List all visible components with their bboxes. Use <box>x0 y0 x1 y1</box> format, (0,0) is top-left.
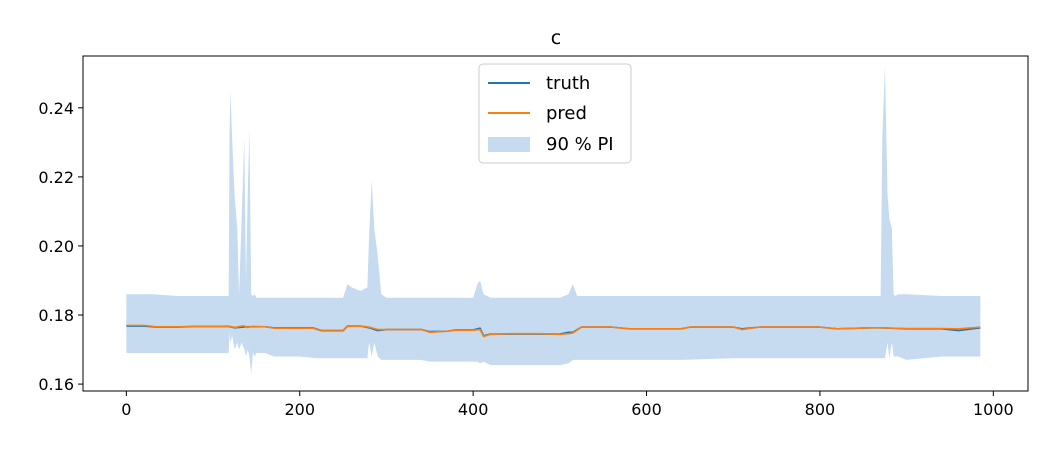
prediction-interval-band <box>126 66 981 374</box>
y-tick-label: 0.20 <box>38 237 74 256</box>
chart-title: c <box>551 27 561 49</box>
x-tick-label: 400 <box>458 400 489 419</box>
x-tick-label: 1000 <box>973 400 1014 419</box>
legend-pred-label: pred <box>546 103 587 124</box>
x-tick-label: 800 <box>805 400 836 419</box>
plot-area <box>126 66 981 374</box>
x-tick-label: 200 <box>284 400 315 419</box>
y-tick-label: 0.24 <box>38 99 74 118</box>
legend: truth pred 90 % PI <box>478 63 632 164</box>
pred-line <box>126 324 981 338</box>
axes-frame <box>82 55 1029 392</box>
legend-band-swatch <box>488 137 530 152</box>
x-tick-label: 600 <box>631 400 662 419</box>
y-tick-label: 0.18 <box>38 306 74 325</box>
y-tick-label: 0.16 <box>38 375 74 394</box>
x-tick-label: 0 <box>121 400 131 419</box>
legend-band-label: 90 % PI <box>546 134 614 155</box>
legend-truth-label: truth <box>546 73 590 94</box>
y-tick-label: 0.22 <box>38 168 74 187</box>
axes: 0 200 400 600 800 1000 0.16 0.18 0.20 0.22 0.24 <box>38 55 1029 419</box>
